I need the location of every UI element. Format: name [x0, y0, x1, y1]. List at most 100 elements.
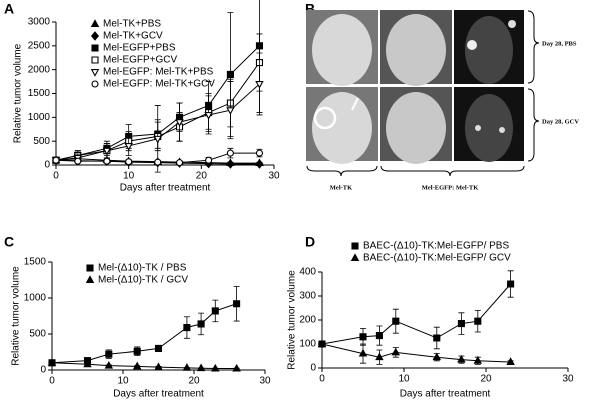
legend-label: Mel-TK+GCV — [103, 31, 163, 42]
y-tick-label: 1500 — [28, 88, 51, 99]
marker — [197, 320, 205, 328]
marker — [226, 149, 234, 157]
legend-key — [351, 242, 359, 250]
mouse-images — [306, 10, 540, 177]
x-tick-label: 20 — [480, 374, 492, 385]
legend-key — [86, 264, 94, 272]
y-tick-label: 0 — [44, 160, 50, 171]
legend-key — [91, 56, 99, 64]
panel-letter: A — [4, 1, 14, 17]
y-tick-label: 0 — [40, 365, 46, 376]
legend-label: BAEC-(Δ10)-TK:Mel-EGFP/ GCV — [363, 253, 511, 264]
marker — [86, 264, 94, 272]
panel-letter: D — [305, 234, 315, 250]
marker — [474, 317, 482, 325]
marker — [226, 70, 234, 78]
x-tick-label: 20 — [196, 171, 208, 182]
y-axis-label: Relative tumor volume — [11, 266, 22, 366]
x-tick-label: 30 — [562, 374, 574, 385]
series-line — [321, 283, 511, 345]
column-label: Mel-TK — [330, 184, 352, 191]
marker — [175, 159, 184, 167]
y-tick-label: 1500 — [24, 257, 47, 268]
x-tick-label: 0 — [319, 374, 325, 385]
legend-key — [91, 44, 99, 52]
legend-label: Mel-TK+PBS — [103, 19, 161, 30]
marker — [154, 344, 163, 352]
legend-key — [85, 275, 95, 283]
y-tick-label: 2500 — [28, 40, 51, 51]
x-tick-label: 10 — [117, 376, 129, 387]
marker — [154, 362, 163, 371]
legend-label: Mel-(Δ10)-TK / PBS — [98, 263, 187, 274]
marker — [375, 352, 384, 361]
marker — [358, 348, 368, 357]
marker — [232, 363, 241, 372]
y-tick-label: 500 — [33, 136, 50, 147]
marker — [359, 333, 367, 341]
marker — [433, 334, 441, 342]
marker — [506, 357, 515, 365]
marker — [473, 356, 483, 364]
x-tick-label: 0 — [49, 376, 55, 387]
x-tick-label: 20 — [188, 376, 200, 387]
x-axis-label: Days after treatment — [400, 389, 491, 400]
series-line — [51, 362, 237, 370]
marker — [204, 112, 213, 120]
row-label: Day 28, GCV — [542, 118, 579, 125]
marker — [507, 280, 515, 288]
y-tick-label: 1000 — [28, 112, 51, 123]
marker — [124, 142, 133, 151]
y-tick-label: 300 — [299, 291, 316, 302]
series-line — [321, 343, 511, 363]
marker — [226, 107, 235, 115]
panel-letter: C — [4, 234, 14, 250]
marker — [392, 317, 400, 325]
legend-label: Mel-EGFP: Mel-TK+GCV — [103, 79, 215, 90]
marker — [226, 159, 235, 169]
y-tick-label: 0 — [310, 363, 316, 374]
y-tick-label: 200 — [299, 315, 316, 326]
y-axis-label: Relative tumor volume — [287, 270, 298, 370]
legend-key — [90, 19, 100, 27]
marker — [351, 242, 359, 250]
y-tick-label: 2000 — [28, 64, 51, 75]
marker — [183, 323, 191, 332]
marker — [457, 320, 465, 328]
y-tick-label: 500 — [29, 329, 46, 340]
marker — [102, 147, 112, 156]
x-axis-label: Days after treatment — [113, 389, 204, 400]
x-tick-label: 30 — [259, 376, 271, 387]
marker — [132, 361, 142, 370]
legend-label: Mel-EGFP+GCV — [103, 55, 178, 66]
row-label: Day 28, PBS — [542, 40, 577, 47]
marker — [90, 69, 100, 77]
marker — [233, 300, 241, 308]
legend-label: Mel-EGFP: Mel-TK+PBS — [103, 67, 214, 78]
y-tick-label: 1000 — [24, 293, 47, 304]
marker — [391, 347, 401, 356]
marker — [255, 81, 264, 89]
marker — [90, 31, 100, 41]
x-tick-label: 10 — [398, 374, 410, 385]
marker — [104, 360, 114, 369]
marker — [91, 80, 99, 88]
x-tick-label: 30 — [268, 171, 280, 182]
legend-key — [90, 31, 100, 41]
marker — [255, 159, 264, 169]
legend-key — [90, 69, 100, 77]
marker — [85, 275, 95, 283]
marker — [255, 149, 264, 157]
legend-label: Mel-EGFP+PBS — [103, 43, 176, 54]
marker — [83, 359, 92, 368]
marker — [153, 135, 162, 144]
marker — [52, 156, 60, 164]
y-tick-label: 3000 — [28, 17, 51, 28]
marker — [432, 352, 442, 361]
marker — [90, 19, 100, 27]
marker — [154, 158, 162, 166]
legend-key — [91, 80, 99, 88]
marker — [211, 307, 219, 315]
marker — [211, 363, 220, 372]
